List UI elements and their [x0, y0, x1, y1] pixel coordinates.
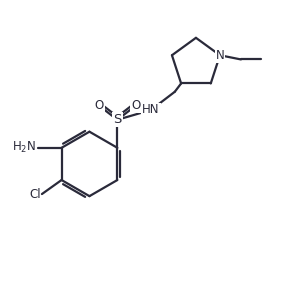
- Text: N: N: [216, 49, 224, 62]
- Text: O: O: [131, 99, 140, 112]
- Text: Cl: Cl: [29, 188, 40, 201]
- Text: HN: HN: [142, 104, 160, 117]
- Text: S: S: [113, 113, 122, 126]
- Text: O: O: [95, 99, 104, 112]
- Text: H$_2$N: H$_2$N: [12, 140, 36, 155]
